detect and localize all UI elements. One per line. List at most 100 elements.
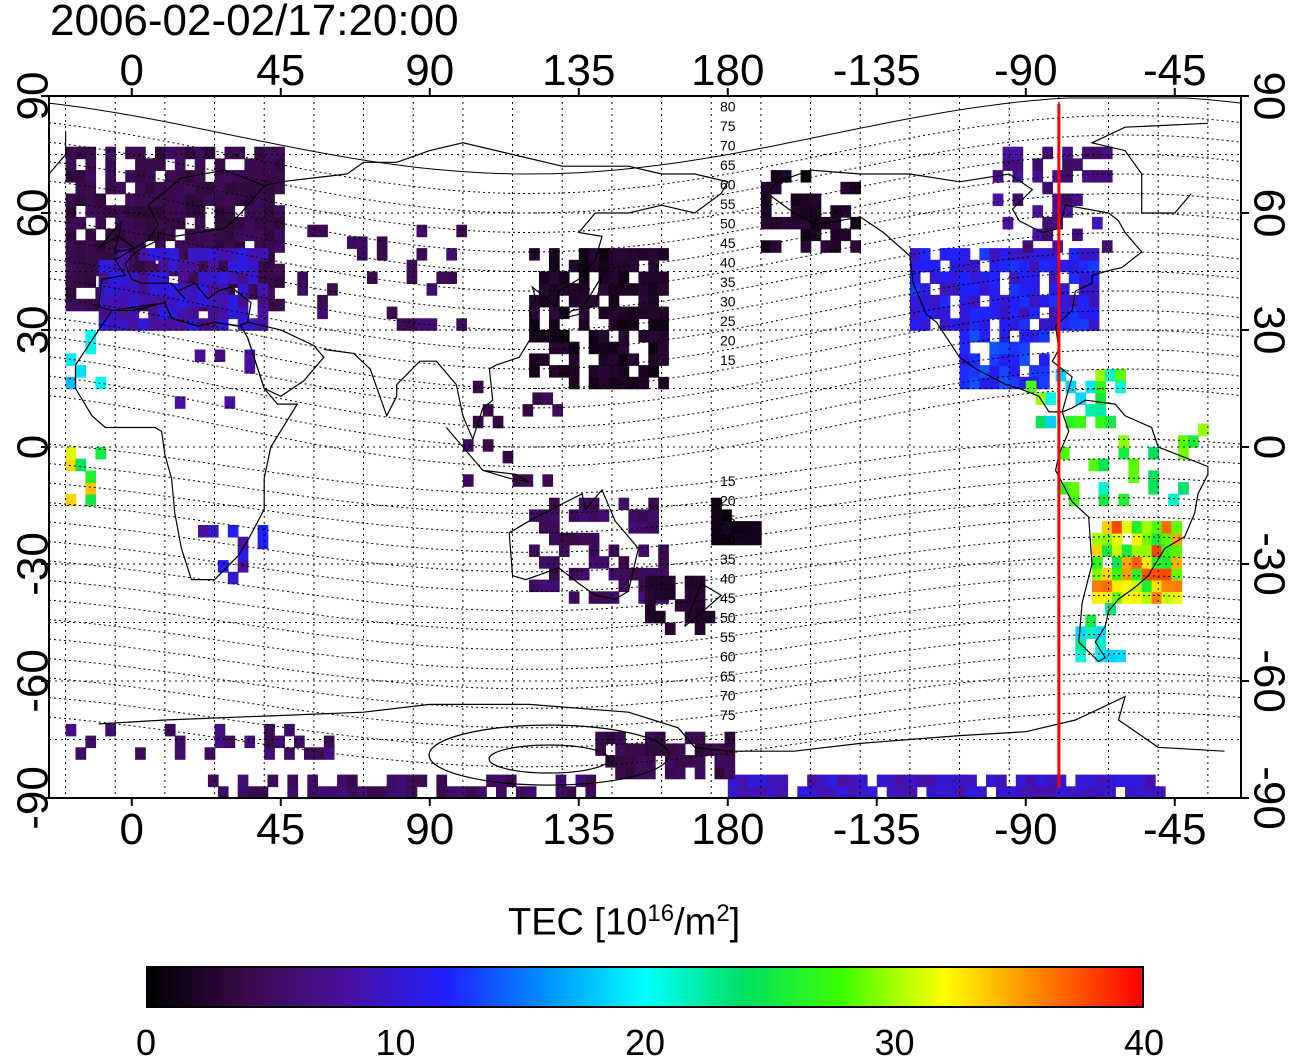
tec-cell bbox=[1012, 146, 1024, 160]
tec-cell bbox=[1012, 170, 1024, 183]
tec-cell bbox=[939, 294, 951, 308]
tec-cell bbox=[558, 341, 570, 355]
tec-cell bbox=[1025, 380, 1037, 394]
tec-cell bbox=[145, 181, 156, 195]
tec-cell bbox=[337, 774, 348, 788]
tec-cell bbox=[257, 294, 269, 308]
tec-cell bbox=[1088, 283, 1100, 296]
tec-cell bbox=[264, 275, 275, 288]
tec-cell bbox=[75, 747, 87, 760]
tec-cell bbox=[247, 786, 259, 798]
tec-cell bbox=[817, 786, 828, 798]
tec-cell bbox=[770, 240, 782, 253]
tec-cell bbox=[1115, 649, 1126, 663]
tec-cell bbox=[1111, 579, 1123, 593]
tec-cell bbox=[158, 283, 169, 296]
tec-cell bbox=[234, 228, 246, 242]
tec-cell bbox=[1171, 591, 1183, 604]
tec-cell bbox=[588, 532, 600, 546]
tec-cell bbox=[1045, 774, 1057, 788]
tec-cell bbox=[989, 283, 1001, 296]
tec-cell bbox=[1101, 521, 1113, 534]
tec-cell bbox=[549, 521, 560, 534]
tec-cell bbox=[618, 341, 630, 355]
tec-cell bbox=[568, 259, 580, 273]
maglat-contour bbox=[49, 97, 1241, 175]
tec-cell bbox=[135, 228, 146, 242]
tec-cell bbox=[1019, 341, 1030, 355]
tec-cell bbox=[969, 318, 981, 331]
maglat-contour bbox=[49, 711, 1241, 768]
tec-cell bbox=[585, 786, 597, 798]
tec-cell bbox=[287, 786, 299, 798]
tec-cell bbox=[1148, 482, 1159, 495]
tec-cell bbox=[155, 228, 166, 242]
tec-cell bbox=[486, 774, 497, 788]
tec-cell bbox=[135, 158, 146, 171]
tec-cell bbox=[1178, 482, 1189, 495]
tec-cell bbox=[1101, 146, 1113, 160]
tec-cell bbox=[65, 458, 77, 472]
tec-cell bbox=[608, 341, 620, 355]
contour-label: 40 bbox=[720, 255, 736, 271]
tec-cell bbox=[608, 259, 620, 273]
tec-cell bbox=[416, 224, 428, 238]
lon-tick-top: -135 bbox=[833, 46, 921, 95]
tec-cell bbox=[227, 571, 239, 585]
tec-cell bbox=[959, 330, 971, 343]
tec-cell bbox=[1098, 493, 1110, 507]
tec-cell bbox=[969, 330, 981, 343]
tec-cell bbox=[1019, 259, 1030, 273]
tec-cell bbox=[224, 193, 236, 206]
tec-cell bbox=[558, 365, 570, 378]
tec-cell bbox=[694, 575, 706, 589]
tec-cell bbox=[585, 774, 597, 788]
tec-cell bbox=[797, 786, 808, 798]
tec-cell bbox=[751, 532, 762, 546]
tec-cell bbox=[376, 236, 388, 249]
tec-cell bbox=[1072, 193, 1083, 206]
tec-cell bbox=[1111, 532, 1123, 546]
tec-cell bbox=[618, 259, 630, 273]
contour-label: 15 bbox=[720, 473, 736, 489]
tec-cell bbox=[598, 556, 610, 569]
maglat-contour bbox=[49, 555, 1241, 612]
tec-cell bbox=[1095, 649, 1106, 663]
tec-cell bbox=[217, 294, 229, 308]
tec-cell bbox=[168, 248, 179, 261]
tec-cell bbox=[155, 181, 166, 195]
tec-cell bbox=[654, 731, 666, 745]
tec-cell bbox=[75, 240, 87, 253]
tec-cell bbox=[946, 774, 957, 788]
tec-cell bbox=[128, 283, 140, 296]
tec-cell bbox=[1032, 228, 1044, 242]
tec-cell bbox=[257, 525, 269, 538]
tec-cell bbox=[800, 240, 812, 253]
tec-cell bbox=[234, 216, 246, 230]
tec-cell bbox=[598, 283, 610, 296]
tec-cell bbox=[85, 170, 97, 183]
tec-cell bbox=[645, 766, 656, 780]
tec-cell bbox=[986, 774, 997, 788]
tec-cell bbox=[628, 248, 640, 261]
tec-cell bbox=[979, 283, 991, 296]
tec-cell bbox=[227, 306, 239, 320]
tec-cell bbox=[274, 298, 285, 312]
tec-cell bbox=[1045, 786, 1057, 798]
tec-cell bbox=[1105, 774, 1116, 788]
contour-label: 60 bbox=[720, 649, 736, 665]
tec-cell bbox=[85, 275, 97, 288]
tec-cell bbox=[214, 735, 226, 749]
tec-cell bbox=[807, 786, 818, 798]
tec-cell bbox=[628, 521, 640, 534]
coastline bbox=[247, 321, 325, 397]
tec-cell bbox=[297, 283, 308, 296]
tec-cell bbox=[645, 599, 656, 612]
maglat-contour bbox=[49, 438, 1241, 495]
tec-cell bbox=[777, 786, 789, 798]
tec-cell bbox=[949, 271, 961, 284]
tec-cell bbox=[337, 786, 348, 798]
tec-cell bbox=[949, 259, 961, 273]
tec-cell bbox=[1078, 259, 1090, 273]
tec-cell bbox=[595, 731, 606, 745]
